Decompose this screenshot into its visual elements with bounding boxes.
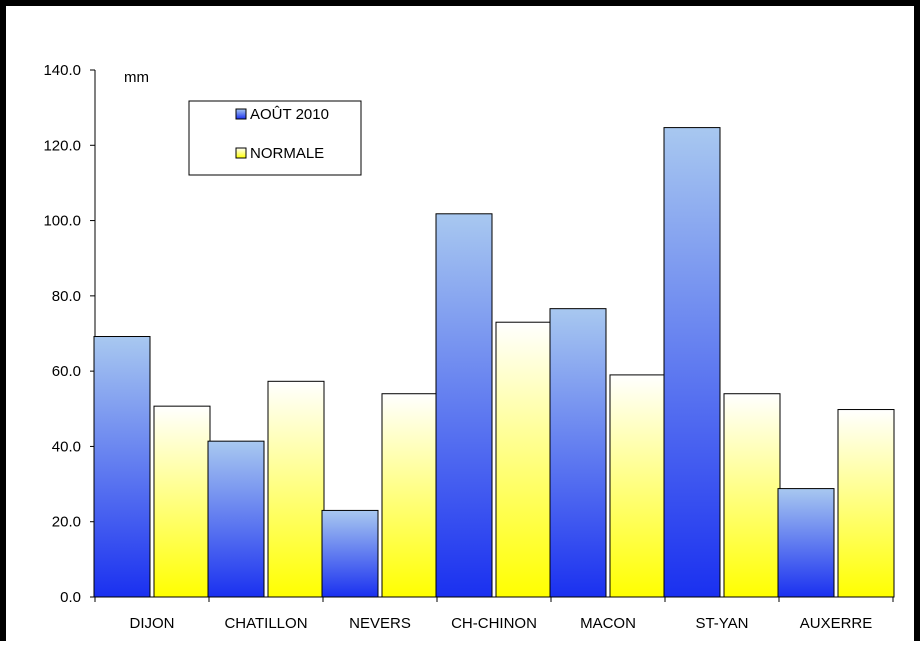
bar-aout-2010-macon	[549, 308, 607, 598]
bar-aout-2010-auxerre	[777, 488, 835, 598]
bar-normale-st-yan	[723, 393, 781, 598]
x-tick-label: DIJON	[130, 615, 175, 632]
bar-normale-ch-chinon	[495, 321, 553, 598]
legend-box	[188, 100, 362, 176]
x-tick-label: MACON	[580, 615, 636, 632]
bar-aout-2010-chatillon	[207, 440, 265, 598]
bar-aout-2010-dijon	[93, 336, 151, 598]
y-tick-label: 80.0	[52, 288, 81, 305]
bar-normale-dijon	[153, 405, 211, 598]
bar-chart: 0.0 20.0 40.0 60.0 80.0 100.0 120.0 140.0 DIJON…	[43, 62, 895, 632]
y-tick-label: 0.0	[60, 589, 81, 606]
legend: AOÛT 2010 NORMALE	[188, 100, 362, 176]
bar-aout-2010-nevers	[321, 509, 379, 598]
x-tick-label: NEVERS	[349, 615, 411, 632]
y-tick-label: 40.0	[52, 438, 81, 455]
bar-normale-chatillon	[267, 380, 325, 598]
y-tick-label: 20.0	[52, 514, 81, 531]
y-tick-label: 60.0	[52, 363, 81, 380]
bar-aout-2010-st-yan	[663, 127, 721, 598]
y-tick-label: 140.0	[43, 62, 81, 79]
legend-label-aout-2010: AOÛT 2010	[250, 106, 329, 123]
bar-normale-nevers	[381, 393, 439, 598]
bar-normale-auxerre	[837, 409, 895, 598]
y-unit-label: mm	[124, 69, 149, 86]
bar-normale-macon	[609, 374, 667, 598]
bar-aout-2010-ch-chinon	[435, 213, 493, 598]
x-tick-label: ST-YAN	[695, 615, 748, 632]
y-tick-label: 120.0	[43, 137, 81, 154]
y-tick-label: 100.0	[43, 213, 81, 230]
x-tick-label: AUXERRE	[800, 615, 873, 632]
legend-label-normale: NORMALE	[250, 145, 324, 162]
legend-swatch-normale	[235, 147, 247, 159]
x-tick-label: CHATILLON	[224, 615, 307, 632]
x-tick-label: CH-CHINON	[451, 615, 537, 632]
legend-swatch-aout-2010	[235, 108, 247, 120]
